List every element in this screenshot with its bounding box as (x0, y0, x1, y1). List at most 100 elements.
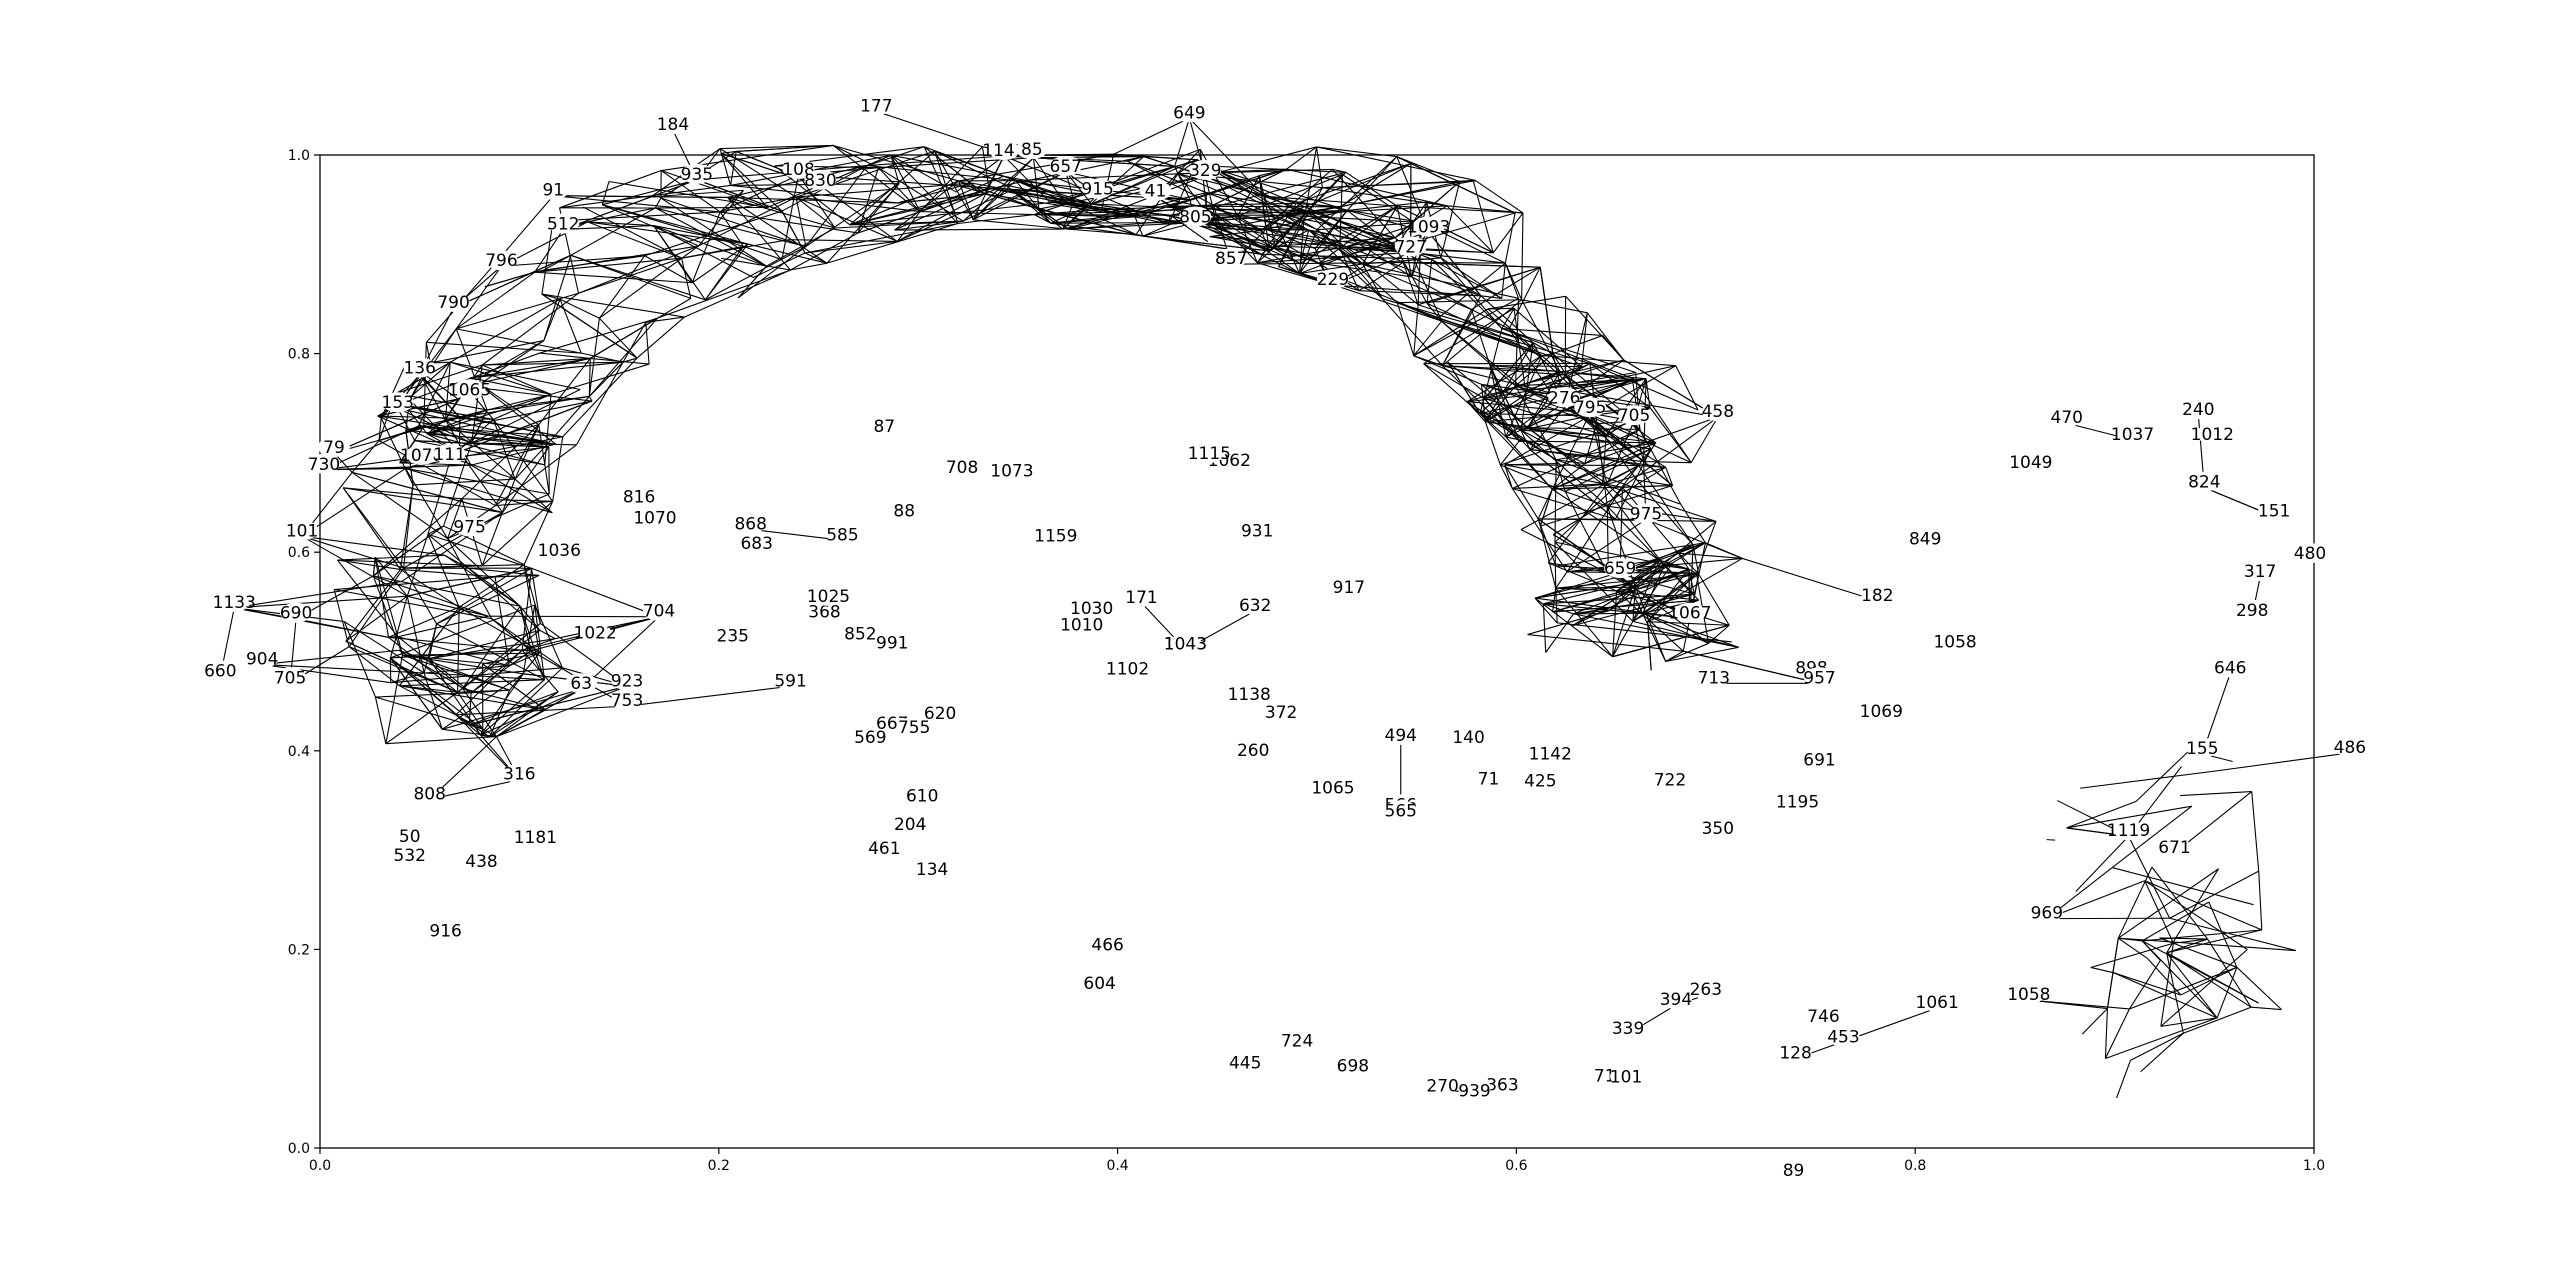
graph-node: 683 (740, 533, 772, 554)
graph-node: 171 (1125, 587, 1157, 608)
graph-edge (2091, 943, 2174, 967)
graph-edge (1522, 300, 1560, 372)
graph-edge (456, 329, 581, 353)
graph-node: 87 (868, 416, 900, 437)
node-label: 852 (844, 625, 876, 645)
graph-edge (1566, 296, 1624, 360)
graph-node: 1058 (2007, 984, 2050, 1005)
graph-node: 263 (1690, 979, 1722, 1000)
node-label: 824 (2188, 473, 2220, 493)
graph-edge (1205, 176, 1322, 188)
graph-edge (386, 737, 497, 744)
node-label: 746 (1807, 1007, 1839, 1027)
graph-node: 796 (485, 250, 517, 271)
graph-node: 445 (1229, 1053, 1261, 1074)
graph-edge (2183, 1007, 2251, 1033)
node-label: 298 (2236, 601, 2268, 621)
node-label: 585 (826, 525, 858, 545)
graph-edges (220, 111, 2350, 1098)
node-label: 1058 (1933, 633, 1976, 653)
graph-node: 620 (924, 703, 956, 724)
node-label: 1119 (2107, 821, 2150, 841)
graph-node: 260 (1237, 740, 1269, 761)
graph-node: 101 (286, 520, 318, 541)
node-label: 923 (611, 671, 643, 691)
graph-edge (1546, 614, 1574, 653)
graph-node: 458 (1702, 401, 1734, 422)
node-label: 466 (1091, 935, 1123, 955)
y-tick-label: 0.4 (288, 744, 310, 760)
graph-node: 486 (2334, 737, 2366, 758)
graph-node: 235 (717, 626, 749, 647)
graph-edge (1475, 180, 1523, 212)
node-label: 128 (1779, 1044, 1811, 1064)
graph-node: 1012 (2191, 424, 2234, 445)
node-label: 41 (1145, 182, 1167, 202)
graph-node: 565 (1385, 800, 1417, 821)
node-label: 939 (1458, 1081, 1490, 1101)
x-tick-label: 1.0 (2303, 1158, 2325, 1174)
graph-node: 71 (1472, 769, 1504, 790)
graph-node: 1022 (574, 623, 617, 644)
node-label: 1159 (1034, 526, 1077, 546)
graph-node: 610 (906, 785, 938, 806)
graph-node: 969 (2031, 903, 2063, 924)
graph-edge (2167, 953, 2251, 1007)
graph-node: 591 (774, 670, 806, 691)
graph-edge (2180, 792, 2252, 796)
node-label: 88 (893, 501, 915, 521)
graph-edge (1681, 504, 1706, 542)
graph-edge (1359, 262, 1403, 290)
node-label: 136 (403, 358, 435, 378)
node-label: 830 (804, 171, 836, 191)
y-tick-label: 0.0 (288, 1141, 310, 1157)
graph-node: 50 (394, 826, 426, 847)
x-tick-label: 0.8 (1904, 1158, 1926, 1174)
node-label: 461 (868, 839, 900, 859)
graph-node: 868 (734, 513, 766, 534)
node-label: 1049 (2009, 453, 2052, 473)
node-label: 708 (946, 458, 978, 478)
graph-edge (2105, 1009, 2107, 1059)
node-label: 857 (1215, 249, 1247, 269)
graph-edge (2142, 902, 2209, 941)
graph-edge (1540, 489, 1552, 526)
node-label: 1093 (1407, 217, 1450, 237)
node-label: 1065 (1311, 778, 1354, 798)
graph-node: 466 (1091, 934, 1123, 955)
graph-node: 698 (1337, 1056, 1369, 1077)
graph-node: 975 (1630, 503, 1662, 524)
graph-node: 1133 (213, 592, 256, 613)
graph-node: 657 (1050, 156, 1082, 177)
graph-edge (563, 358, 637, 437)
graph-node: 604 (1083, 973, 1115, 994)
node-label: 957 (1803, 668, 1835, 688)
graph-edge (302, 536, 407, 596)
graph-edge (488, 616, 659, 617)
graph-node: 1037 (2111, 424, 2154, 445)
graph-node: 240 (2182, 399, 2214, 420)
graph-edge (1538, 489, 1552, 519)
node-label: 1181 (514, 828, 557, 848)
graph-edge (1574, 613, 1643, 614)
graph-node: 660 (204, 660, 236, 681)
graph-node: 184 (657, 114, 689, 135)
graph-edge (334, 590, 349, 647)
node-label: 1061 (1916, 993, 1959, 1013)
graph-edge (1522, 213, 1523, 300)
graph-node: 1065 (1311, 777, 1354, 798)
graph-edge (805, 253, 827, 263)
graph-edge (973, 220, 1068, 229)
graph-edge (1502, 263, 1506, 298)
graph-node: 363 (1486, 1074, 1518, 1095)
graph-edge (407, 596, 424, 673)
graph-edge (234, 596, 407, 608)
graph-node: 704 (643, 601, 675, 622)
node-label: 140 (1452, 728, 1484, 748)
node-label: 713 (1698, 668, 1730, 688)
y-tick-label: 1.0 (288, 148, 310, 164)
node-label: 724 (1281, 1032, 1313, 1052)
graph-edge (2251, 1007, 2281, 1009)
graph-node: 646 (2214, 657, 2246, 678)
graph-edge (599, 318, 637, 358)
